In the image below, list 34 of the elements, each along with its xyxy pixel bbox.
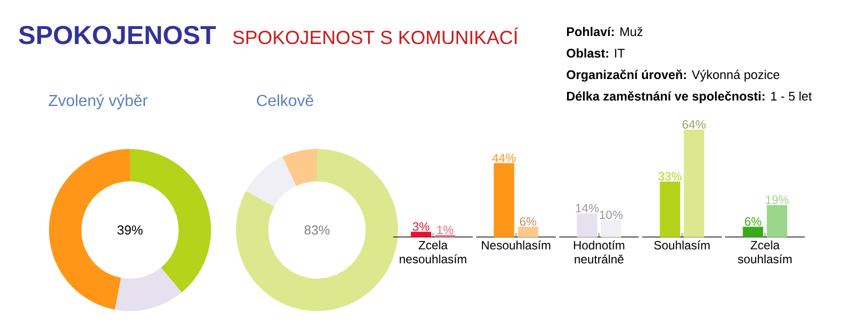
x-tick-label: Nesouhlasím <box>482 240 550 250</box>
x-tick-label: Zcela souhlasím <box>738 240 792 264</box>
data-label: 10% <box>600 210 623 220</box>
text: SPOKOJENOST <box>18 26 216 44</box>
bar <box>684 130 704 238</box>
bar <box>660 182 680 238</box>
chart-title: Zvolený výběr <box>48 94 148 110</box>
data-label: 1% <box>437 226 454 234</box>
bar <box>494 163 514 238</box>
data-label: 3% <box>412 222 430 231</box>
data-label: 14% <box>576 204 599 212</box>
bar <box>742 226 764 238</box>
bar <box>766 204 788 238</box>
data-label: 44% <box>492 154 516 162</box>
bar <box>600 220 622 238</box>
x-tick-label: Souhlasím <box>654 240 710 250</box>
text: SPOKOJENOST S KOMUNIKACÍ <box>233 28 518 44</box>
data-label: 6% <box>520 217 536 226</box>
chart-title: Celkově <box>256 94 314 106</box>
x-tick-label: Zcela nesouhlasím <box>400 240 466 264</box>
data-label: 33% <box>658 172 682 181</box>
bar <box>410 232 432 238</box>
text: Pohlaví: Muž <box>567 26 642 36</box>
bar <box>518 226 538 238</box>
text: Oblast: IT <box>566 48 625 58</box>
data-label: 64% <box>682 120 706 129</box>
data-label: 6% <box>744 217 762 226</box>
text: 39% <box>117 225 143 235</box>
bar <box>576 213 598 238</box>
text: 83% <box>304 225 330 235</box>
x-tick-label: Hodnotím neutrálně <box>574 240 624 264</box>
data-label: 19% <box>766 196 789 204</box>
text: Organizační úroveň: Výkonná pozice <box>566 70 780 82</box>
text: Délka zaměstnání ve společnosti: 1 - 5 let <box>567 91 812 104</box>
